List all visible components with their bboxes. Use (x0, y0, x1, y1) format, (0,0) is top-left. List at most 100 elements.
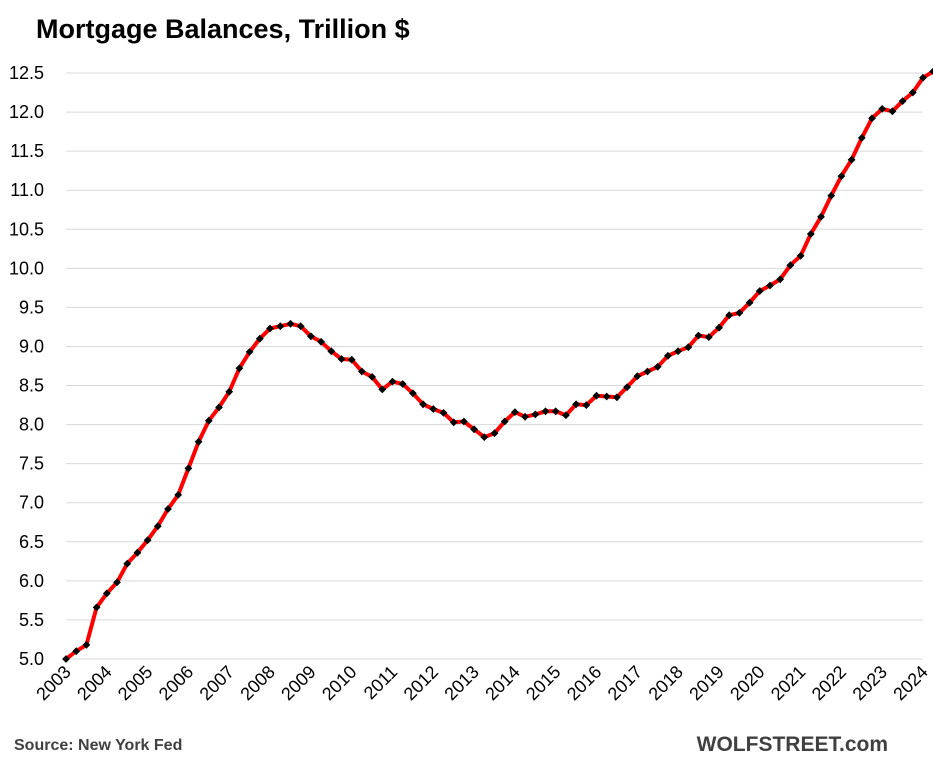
data-point (623, 383, 631, 391)
y-tick-label: 10.0 (9, 258, 44, 278)
x-tick-label: 2015 (522, 662, 564, 704)
x-tick-label: 2023 (849, 662, 891, 704)
x-tick-label: 2004 (73, 662, 115, 704)
x-tick-label: 2012 (400, 662, 442, 704)
x-tick-label: 2024 (889, 662, 931, 704)
y-tick-label: 6.0 (19, 571, 44, 591)
data-point (123, 559, 132, 568)
x-tick-label: 2017 (604, 662, 646, 704)
data-point (704, 333, 713, 341)
data-point (602, 392, 611, 401)
data-point (531, 410, 540, 419)
data-point (888, 107, 897, 116)
data-point (898, 97, 907, 105)
x-tick-label: 2016 (563, 662, 605, 704)
y-tick-label: 12.5 (9, 63, 44, 83)
y-tick-label: 11.5 (10, 141, 44, 161)
data-point (725, 311, 734, 320)
data-point (908, 88, 917, 97)
data-point (72, 647, 81, 656)
data-point (286, 319, 295, 328)
data-point (276, 322, 285, 331)
data-point (868, 114, 876, 123)
y-tick-label: 7.5 (19, 454, 44, 474)
y-tick-label: 5.0 (19, 649, 44, 669)
data-point (572, 400, 580, 409)
series-line (64, 69, 933, 661)
x-tick-label: 2009 (277, 662, 319, 704)
x-tick-label: 2005 (114, 662, 156, 704)
data-point (694, 331, 703, 340)
data-point (674, 347, 682, 356)
data-point (919, 73, 927, 82)
x-tick-label: 2011 (360, 662, 402, 704)
data-point (929, 67, 933, 76)
data-point (143, 536, 152, 545)
data-point (806, 230, 815, 238)
data-point (92, 603, 101, 612)
y-tick-label: 10.5 (9, 219, 44, 239)
x-tick-label: 2018 (645, 662, 687, 704)
data-point (847, 155, 856, 164)
brand-watermark: WOLFSTREET.com (696, 733, 888, 756)
data-point (562, 411, 570, 420)
data-point (776, 275, 785, 284)
data-point (511, 408, 519, 416)
x-tick-label: 2019 (685, 662, 727, 704)
x-tick-label: 2020 (726, 662, 768, 704)
y-axis-ticks: 5.0 5.5 6.0 6.5 7.0 7.5 8.0 8.5 9.0 9.5 10.0 10.5 11… (9, 63, 44, 669)
data-point (113, 578, 121, 587)
data-point (653, 362, 662, 371)
data-point (837, 172, 846, 180)
data-point (133, 548, 142, 557)
data-point (102, 589, 111, 598)
data-point (786, 261, 795, 270)
data-point (684, 343, 693, 352)
data-point (521, 412, 529, 421)
data-point (582, 401, 591, 409)
y-tick-label: 9.0 (19, 336, 44, 356)
data-point (735, 309, 744, 317)
y-tick-label: 5.5 (19, 610, 44, 630)
data-point (715, 323, 723, 332)
data-point (82, 641, 91, 649)
chart-title: Mortgage Balances, Trillion $ (36, 14, 410, 44)
data-point (745, 298, 754, 307)
data-point (796, 251, 805, 260)
y-tick-label: 9.5 (19, 297, 44, 317)
x-tick-label: 2010 (318, 662, 360, 704)
data-point (643, 367, 652, 376)
x-tick-label: 2021 (767, 662, 809, 704)
x-tick-label: 2022 (808, 662, 850, 704)
data-point (541, 407, 550, 416)
data-point (766, 281, 774, 290)
source-note: Source: New York Fed (14, 737, 183, 754)
data-point (153, 522, 162, 531)
y-tick-label: 7.0 (19, 493, 44, 513)
y-tick-label: 8.0 (19, 415, 44, 435)
x-tick-label: 2014 (481, 662, 523, 704)
data-point (664, 351, 672, 360)
x-tick-label: 2006 (155, 662, 197, 704)
data-point (878, 105, 887, 113)
x-tick-label: 2008 (236, 662, 278, 704)
x-tick-label: 2007 (196, 662, 238, 704)
data-point (827, 191, 836, 200)
y-tick-label: 6.5 (19, 532, 44, 552)
x-tick-label: 2013 (440, 662, 482, 704)
data-point (592, 391, 601, 400)
y-tick-label: 8.5 (19, 376, 44, 396)
data-point (817, 212, 825, 221)
y-tick-label: 11.0 (10, 180, 44, 200)
grid-lines (66, 72, 923, 660)
data-point (613, 393, 621, 402)
data-point (62, 655, 70, 663)
data-point (551, 407, 560, 416)
data-point (755, 287, 764, 295)
data-point (857, 134, 866, 142)
data-point (633, 372, 642, 381)
y-tick-label: 12.0 (9, 102, 44, 122)
data-series (62, 67, 933, 663)
